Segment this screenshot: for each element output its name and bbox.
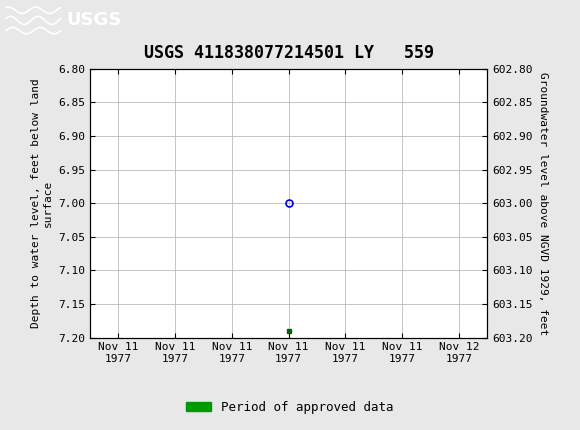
Y-axis label: Depth to water level, feet below land
surface: Depth to water level, feet below land su… [31, 78, 52, 328]
Legend: Period of approved data: Period of approved data [181, 396, 399, 418]
Title: USGS 411838077214501 LY   559: USGS 411838077214501 LY 559 [144, 44, 434, 61]
Text: USGS: USGS [67, 12, 122, 29]
Y-axis label: Groundwater level above NGVD 1929, feet: Groundwater level above NGVD 1929, feet [538, 71, 548, 335]
